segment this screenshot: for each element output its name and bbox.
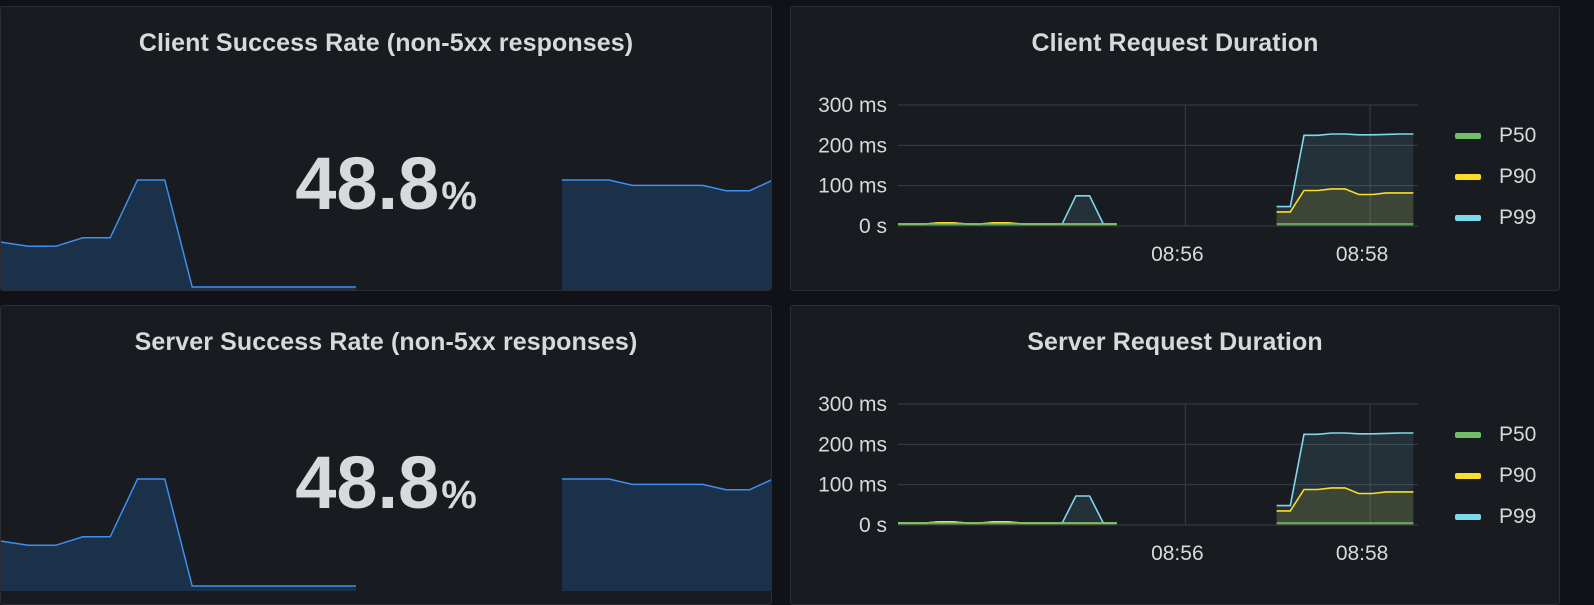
y-tick-label: 200 ms [818,134,887,157]
legend-label: P90 [1499,463,1537,487]
stat-number: 48.8 [295,441,440,524]
x-tick-label: 08:58 [1336,243,1389,266]
x-tick-label: 08:56 [1151,542,1204,565]
legend-item-p50[interactable]: P50 [1455,414,1536,455]
panel-title: Client Request Duration [1031,29,1319,57]
legend-label: P99 [1499,205,1537,229]
p99-swatch [1455,513,1481,520]
series-area-p99 [1276,134,1414,226]
legend-label: P50 [1499,123,1537,147]
server-success-panel[interactable]: Server Success Rate (non-5xx responses) … [0,305,772,605]
y-tick-label: 200 ms [818,433,887,456]
stat-unit: % [441,473,477,517]
p50-swatch [1455,431,1481,438]
y-tick-label: 0 s [859,215,887,238]
y-tick-label: 0 s [859,514,887,537]
legend-label: P90 [1499,164,1537,188]
series-area-p90 [1276,188,1414,226]
legend: P50 P90 P99 [1455,115,1536,238]
client-success-panel[interactable]: Client Success Rate (non-5xx responses) … [0,6,772,291]
panel-title: Server Success Rate (non-5xx responses) [134,328,638,356]
legend-item-p90[interactable]: P90 [1455,156,1536,197]
server-duration-panel[interactable]: Server Request Duration 300 ms 200 ms 100 … [790,305,1560,605]
y-tick-label: 100 ms [818,175,887,198]
stat-value: 48.8% [1,147,771,221]
sparkline-area [562,479,771,591]
series-area-p99 [898,496,1117,525]
sparkline-line [562,179,771,192]
p99-swatch [1455,214,1481,221]
legend-label: P50 [1499,422,1537,446]
legend-item-p99[interactable]: P99 [1455,496,1536,537]
panel-title: Server Request Duration [1027,328,1323,356]
server-success-sparkline [1,478,771,591]
x-tick-label: 08:58 [1336,542,1389,565]
legend: P50 P90 P99 [1455,414,1536,537]
series-line-p99 [1276,133,1414,208]
client-duration-panel[interactable]: Client Request Duration 300 ms 200 ms 100 … [790,6,1560,291]
sparkline-line [562,478,771,491]
series-area-p99 [1276,433,1414,525]
legend-item-p50[interactable]: P50 [1455,115,1536,156]
p90-swatch [1455,173,1481,180]
series-line-p90 [1276,188,1414,213]
x-tick-label: 08:56 [1151,243,1204,266]
series-area-p90 [1276,487,1414,525]
client-success-sparkline [1,179,771,290]
series-line-p99 [1276,432,1414,507]
stat-unit: % [441,174,477,218]
p90-swatch [1455,472,1481,479]
series-area-p99 [898,195,1117,226]
stat-number: 48.8 [295,142,440,225]
series-line-p90 [1276,487,1414,512]
client-duration-graph: 300 ms 200 ms 100 ms 0 s 08:56 08:58 [818,94,1418,266]
panel-title: Client Success Rate (non-5xx responses) [138,29,634,57]
legend-item-p90[interactable]: P90 [1455,455,1536,496]
y-tick-label: 300 ms [818,94,887,117]
legend-item-p99[interactable]: P99 [1455,197,1536,238]
stat-value: 48.8% [1,446,771,520]
y-tick-label: 300 ms [818,393,887,416]
p50-swatch [1455,132,1481,139]
y-tick-label: 100 ms [818,474,887,497]
sparkline-area [562,180,771,290]
legend-label: P99 [1499,504,1537,528]
sparkline-line [1,179,356,288]
server-duration-graph: 300 ms 200 ms 100 ms 0 s 08:56 08:58 [818,393,1418,565]
sparkline-line [1,478,356,587]
